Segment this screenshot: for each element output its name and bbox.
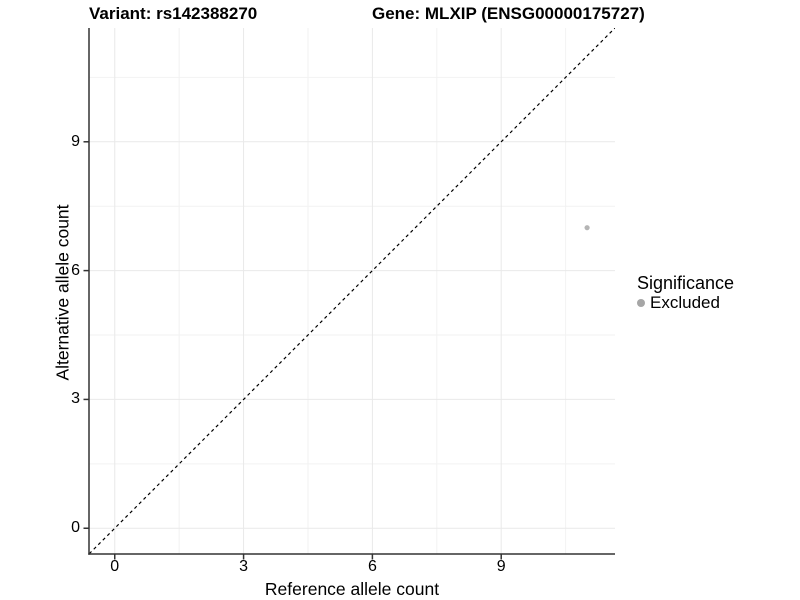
x-tick-label: 9 bbox=[496, 558, 506, 575]
plot-title-gene: Gene: MLXIP (ENSG00000175727) bbox=[372, 4, 645, 23]
x-tick-label: 3 bbox=[239, 558, 249, 575]
plot-title-variant: Variant: rs142388270 bbox=[89, 4, 258, 23]
y-tick-label: 3 bbox=[71, 390, 80, 408]
legend: Significance Excluded bbox=[629, 273, 734, 312]
legend-title: Significance bbox=[637, 273, 735, 293]
identity-dashed-line bbox=[89, 28, 615, 554]
legend-item-label: Excluded bbox=[650, 292, 720, 312]
legend-item-excluded: Excluded bbox=[629, 293, 734, 312]
x-axis-title: Reference allele count bbox=[264, 579, 440, 599]
x-tick-label: 0 bbox=[110, 558, 120, 575]
y-axis-title: Alternative allele count bbox=[52, 204, 73, 381]
y-tick-label: 0 bbox=[71, 519, 80, 537]
legend-point-swatch-icon bbox=[637, 298, 645, 307]
x-tick-label: 6 bbox=[367, 558, 377, 575]
data-point bbox=[584, 225, 590, 231]
y-tick-label: 6 bbox=[71, 261, 80, 279]
y-tick-label: 9 bbox=[71, 132, 80, 150]
